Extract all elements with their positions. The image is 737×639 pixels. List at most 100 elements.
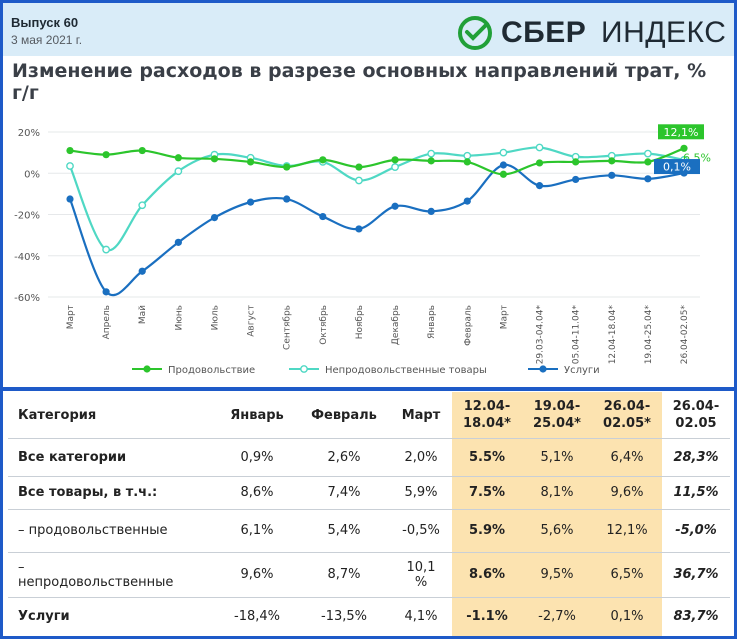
annotation-label: 0,1% (663, 161, 691, 174)
table-cell: 9,5% (540, 567, 574, 582)
data-point (102, 288, 110, 296)
table-cell: 36,7% (673, 567, 719, 582)
row-divider (8, 438, 730, 439)
table-cell: 2,0% (404, 449, 438, 465)
table-header-cell: 26.04- 02.05 (672, 399, 720, 431)
data-point (680, 144, 688, 152)
table-cell: 5.5% (468, 449, 506, 465)
line-chart: 20% 0% -20% -40% -60% Март Апрель Май Июнь Июль Ав… (14, 124, 711, 376)
data-point (644, 175, 652, 183)
data-point (535, 143, 544, 152)
legend-label: Услуги (564, 365, 600, 376)
x-tick-label: Июнь (174, 305, 184, 331)
table-cell: 5,4% (327, 523, 361, 538)
y-tick-label: 0% (24, 169, 40, 180)
data-point (572, 175, 580, 184)
table-cell: 7.5% (468, 485, 506, 500)
x-tick-label: 29.03-04.04* (536, 305, 546, 365)
data-point (391, 202, 399, 210)
x-tick-label: Февраль (463, 305, 473, 346)
table-cell: 28,3% (673, 449, 719, 465)
table-cell: -2,7% (538, 609, 576, 624)
logo-text-index: ИНДЕКС (601, 16, 727, 49)
issue-date: 3 мая 2021 г. (11, 33, 83, 47)
data-table: Категория Январь Февраль Март 12.04- 18.04* 19… (8, 392, 730, 636)
table-cell: 6,5% (610, 567, 644, 582)
data-point (66, 195, 74, 203)
data-point (355, 225, 363, 233)
table-header-cell: 26.04- 02.05* (603, 399, 651, 431)
data-point (246, 198, 255, 206)
data-point (138, 146, 146, 155)
table-cell: 6,4% (610, 449, 644, 465)
x-tick-label: Ноябрь (355, 305, 365, 339)
table-cell: 0,9% (240, 449, 274, 465)
sber-index-logo: СБЕР ИНДЕКС (457, 13, 732, 53)
table-cell: 10,1% (406, 559, 436, 590)
x-tick-label: Август (247, 305, 257, 337)
legend-marker (539, 365, 547, 373)
table-cell: 5,6% (540, 523, 574, 538)
x-tick-label: Октябрь (319, 305, 329, 345)
x-tick-label: Апрель (102, 305, 112, 339)
table-cell: 5.9% (468, 523, 506, 538)
legend-label: Продовольствие (168, 365, 255, 376)
table-header-cell: Категория (18, 407, 97, 423)
data-point (608, 157, 616, 165)
data-point (66, 162, 74, 170)
data-point (102, 151, 110, 159)
table-row-label: – продовольственные (18, 523, 168, 538)
table-row-label: – непродовольственные (18, 559, 174, 590)
table-cell: 8.6% (468, 567, 506, 582)
data-point (499, 148, 508, 157)
table-cell: 8,1% (540, 485, 574, 500)
legend-label: Непродовольственные товары (325, 365, 487, 376)
table-row-label: Услуги (18, 609, 70, 624)
table-cell: -18,4% (234, 609, 280, 624)
data-point (174, 238, 182, 246)
data-point (499, 161, 508, 169)
data-point (355, 163, 363, 171)
row-divider (8, 476, 730, 477)
x-tick-label: 12.04-18.04* (608, 305, 618, 365)
table-cell: -13,5% (321, 609, 367, 624)
table-cell: 6,1% (240, 523, 274, 538)
data-point (355, 176, 363, 185)
annotation-label: 12,1% (664, 126, 699, 139)
chart-title: Изменение расходов в разрезе основных на… (12, 60, 707, 104)
table-cell: 4,1% (404, 609, 438, 624)
row-divider (8, 509, 730, 510)
legend-marker (143, 365, 151, 373)
x-tick-label: 26.04-02.05* (680, 305, 690, 365)
highlight-column-band (452, 392, 662, 636)
data-point (174, 167, 183, 176)
table-cell: 0,1% (610, 609, 644, 624)
data-point (319, 156, 327, 164)
table-cell: 7,4% (327, 485, 361, 500)
x-tick-label: Июль (210, 305, 220, 330)
data-point (138, 267, 146, 275)
table-cell: 2,6% (327, 449, 361, 465)
legend-marker (300, 365, 308, 373)
table-cell: 9,6% (240, 567, 274, 582)
data-point (535, 182, 544, 190)
data-point (138, 201, 147, 210)
data-point (66, 146, 74, 155)
y-tick-label: 20% (18, 128, 40, 139)
table-header-cell: 19.04- 25.04* (533, 399, 581, 431)
header-bar: Выпуск 60 3 мая 2021 г. СБЕР ИНДЕКС (3, 3, 734, 56)
data-point (427, 157, 435, 165)
data-point (246, 158, 255, 166)
issue-number: Выпуск 60 (11, 15, 79, 30)
table-header-cell: 12.04- 18.04* (463, 399, 511, 431)
data-point (463, 158, 471, 166)
data-point (319, 212, 327, 221)
x-tick-label: 19.04-25.04* (644, 305, 654, 365)
table-cell: -0,5% (402, 523, 440, 538)
data-point (463, 197, 471, 205)
data-point (102, 245, 111, 254)
x-tick-label: Январь (427, 305, 437, 339)
table-cell: 12,1% (606, 523, 648, 538)
data-point (644, 158, 652, 166)
section-divider (3, 387, 734, 391)
